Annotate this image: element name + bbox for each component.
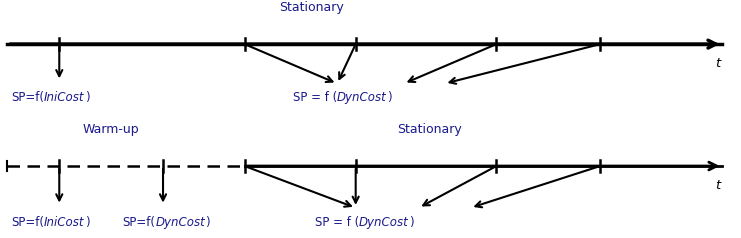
Text: ): ) (84, 91, 89, 104)
Text: DynCost: DynCost (359, 216, 409, 229)
Text: DynCost: DynCost (337, 91, 387, 104)
Text: SP = f (: SP = f ( (293, 91, 337, 104)
Text: Stationary: Stationary (397, 123, 462, 136)
Text: t: t (715, 57, 720, 70)
Text: IniCost: IniCost (44, 91, 84, 104)
Text: SP=f(: SP=f( (122, 216, 156, 229)
Text: SP = f (: SP = f ( (315, 216, 359, 229)
Text: SP=f(: SP=f( (11, 216, 44, 229)
Text: Stationary: Stationary (279, 1, 344, 14)
Text: ): ) (205, 216, 210, 229)
Text: ): ) (409, 216, 413, 229)
Text: DynCost: DynCost (156, 216, 205, 229)
Text: IniCost: IniCost (44, 216, 84, 229)
Text: t: t (715, 179, 720, 192)
Text: Warm-up: Warm-up (83, 123, 139, 136)
Text: SP=f(: SP=f( (11, 91, 44, 104)
Text: ): ) (84, 216, 89, 229)
Text: ): ) (387, 91, 391, 104)
